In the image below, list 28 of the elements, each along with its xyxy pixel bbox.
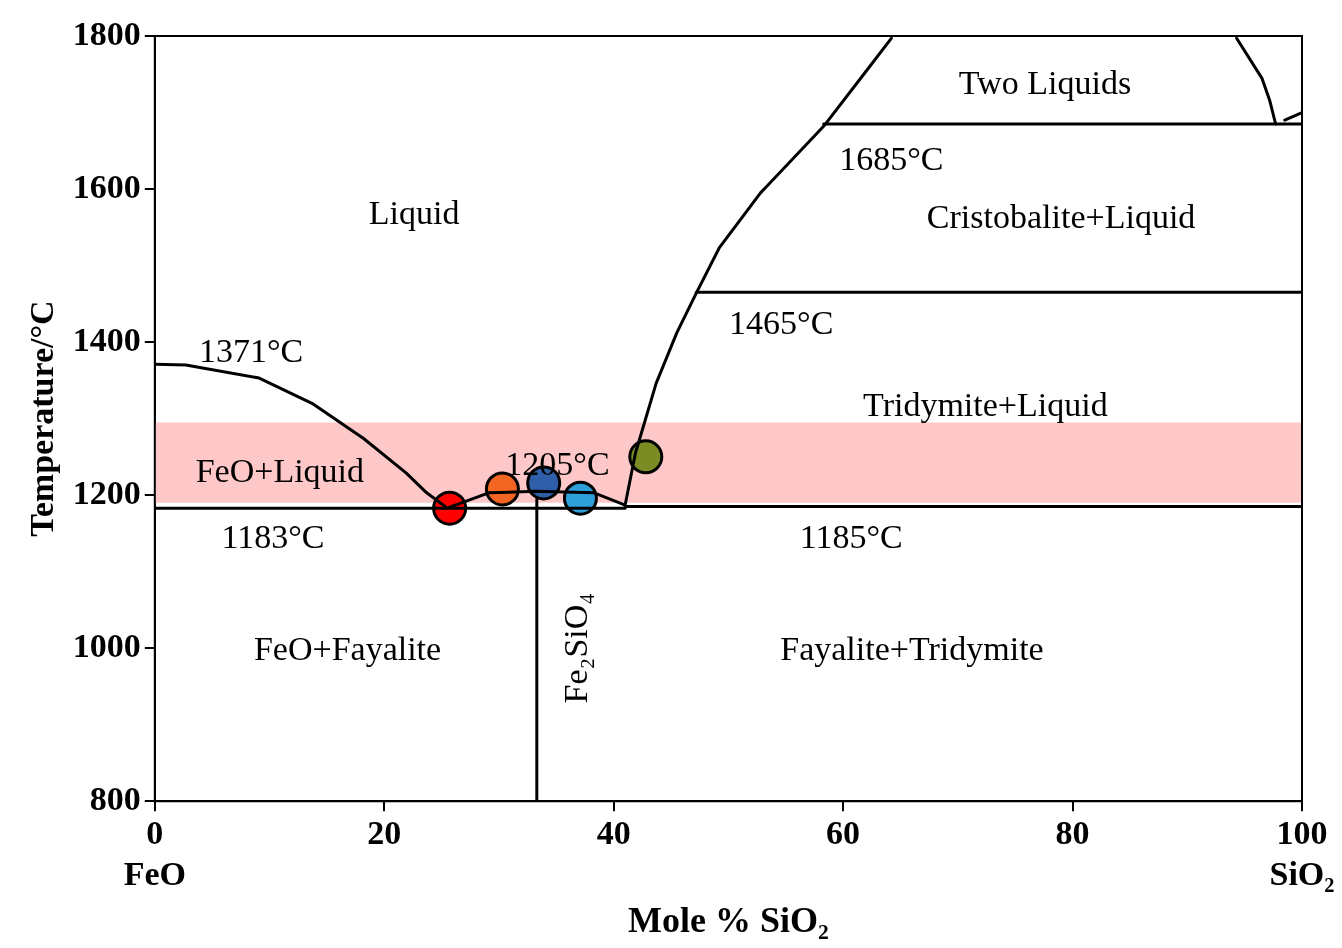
annotation: Fe₂SiO₄ bbox=[557, 592, 595, 704]
x-tick-label: 20 bbox=[367, 814, 402, 852]
annotation: 1185°C bbox=[799, 517, 903, 555]
x-tick-label: 60 bbox=[826, 814, 861, 852]
annotation: Tridymite+Liquid bbox=[863, 386, 1108, 424]
y-tick-label: 800 bbox=[89, 779, 141, 817]
annotation: Liquid bbox=[368, 193, 460, 231]
x-tick-label: 100 SiO₂ bbox=[1269, 814, 1335, 893]
annotation: 1371°C bbox=[199, 331, 304, 369]
y-tick-label: 1200 bbox=[72, 473, 141, 511]
x-tick-label: 0 FeO bbox=[123, 814, 186, 893]
x-tick-label: 80 bbox=[1055, 814, 1090, 852]
x-tick-label: 40 bbox=[596, 814, 631, 852]
y-tick-label: 1000 bbox=[72, 626, 141, 664]
annotation: Cristobalite+Liquid bbox=[926, 197, 1196, 235]
annotation: 1183°C bbox=[221, 517, 325, 555]
annotation: 1685°C bbox=[839, 139, 944, 177]
y-tick-label: 1400 bbox=[72, 320, 141, 358]
y-tick-label: 1600 bbox=[72, 167, 141, 205]
annotation: 1205°C bbox=[505, 444, 610, 482]
annotation: FeO+Fayalite bbox=[253, 630, 442, 668]
x-axis-title: Mole % SiO₂ bbox=[628, 899, 829, 940]
annotation: Two Liquids bbox=[958, 63, 1132, 101]
annotation: FeO+Liquid bbox=[195, 451, 365, 489]
y-tick-label: 1800 bbox=[72, 14, 141, 52]
annotation: Fayalite+Tridymite bbox=[780, 630, 1044, 668]
y-axis-title: Temperature/°C bbox=[23, 300, 61, 537]
annotation: 1465°C bbox=[729, 304, 834, 342]
